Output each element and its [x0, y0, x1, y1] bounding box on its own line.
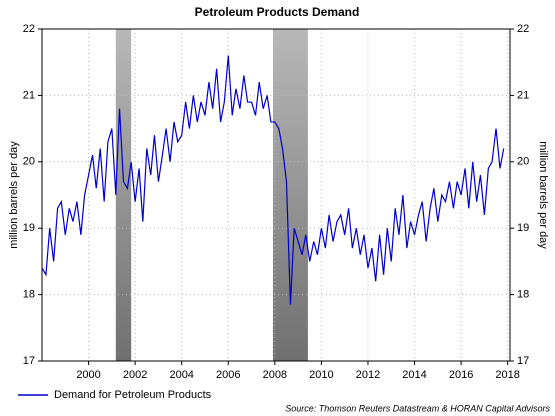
y2-tick-label: 21 — [517, 89, 529, 101]
recession-band — [272, 29, 308, 361]
x-tick-label: 2006 — [216, 369, 240, 381]
y-tick-label: 17 — [23, 355, 35, 367]
x-tick-label: 2016 — [449, 369, 473, 381]
y2-tick-label: 17 — [517, 355, 529, 367]
source-note: Source: Thomson Reuters Datastream & HOR… — [285, 403, 550, 413]
y-tick-label: 19 — [23, 222, 35, 234]
y2-tick-label: 18 — [517, 289, 529, 301]
x-tick-label: 2010 — [309, 369, 333, 381]
legend-label: Demand for Petroleum Products — [54, 389, 212, 401]
y2-tick-label: 19 — [517, 222, 529, 234]
x-tick-label: 2018 — [495, 369, 519, 381]
y2-tick-label: 20 — [517, 156, 529, 168]
recession-band — [115, 29, 132, 361]
x-tick-label: 2004 — [169, 369, 193, 381]
y-axis-label: million barrels per day — [8, 141, 20, 249]
y2-axis-label: million barrels per day — [537, 141, 549, 249]
x-tick-label: 2002 — [123, 369, 147, 381]
y-tick-label: 18 — [23, 289, 35, 301]
y2-tick-label: 22 — [517, 23, 529, 35]
y-tick-label: 22 — [23, 23, 35, 35]
y-tick-label: 21 — [23, 89, 35, 101]
x-tick-label: 2000 — [76, 369, 100, 381]
plot-frame — [41, 28, 511, 362]
chart-title: Petroleum Products Demand — [195, 5, 360, 19]
data-line — [41, 55, 505, 305]
x-tick-label: 2008 — [263, 369, 287, 381]
x-tick-label: 2012 — [356, 369, 380, 381]
y-tick-label: 20 — [23, 156, 35, 168]
x-tick-label: 2014 — [402, 369, 426, 381]
